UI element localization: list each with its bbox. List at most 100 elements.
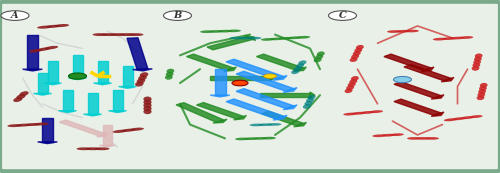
Polygon shape <box>294 67 306 71</box>
Ellipse shape <box>120 33 134 36</box>
Ellipse shape <box>350 79 358 84</box>
Polygon shape <box>98 61 108 83</box>
Ellipse shape <box>54 24 69 27</box>
Ellipse shape <box>294 66 302 71</box>
Ellipse shape <box>433 38 446 40</box>
Ellipse shape <box>346 85 354 90</box>
Polygon shape <box>58 111 76 112</box>
Polygon shape <box>207 37 253 50</box>
Polygon shape <box>27 35 38 69</box>
Polygon shape <box>60 120 106 136</box>
Ellipse shape <box>8 124 22 127</box>
Ellipse shape <box>112 130 127 133</box>
Text: B: B <box>174 11 182 20</box>
Ellipse shape <box>235 138 249 140</box>
Circle shape <box>328 11 356 20</box>
Polygon shape <box>22 69 42 71</box>
Polygon shape <box>196 103 244 119</box>
Polygon shape <box>72 55 83 78</box>
Polygon shape <box>176 103 224 122</box>
Ellipse shape <box>262 137 276 139</box>
Circle shape <box>1 11 29 20</box>
Ellipse shape <box>268 123 281 126</box>
Circle shape <box>68 73 86 79</box>
Circle shape <box>232 80 248 86</box>
Ellipse shape <box>209 30 223 33</box>
Text: A: A <box>11 11 19 20</box>
Circle shape <box>164 11 192 20</box>
Polygon shape <box>88 93 98 114</box>
Polygon shape <box>234 115 246 120</box>
Ellipse shape <box>46 25 60 28</box>
Ellipse shape <box>444 118 458 121</box>
Ellipse shape <box>238 37 252 39</box>
Ellipse shape <box>166 69 174 74</box>
Ellipse shape <box>460 36 473 39</box>
Ellipse shape <box>110 33 126 36</box>
Ellipse shape <box>230 37 243 39</box>
Ellipse shape <box>352 112 366 115</box>
Ellipse shape <box>244 137 258 140</box>
Ellipse shape <box>94 147 110 150</box>
Polygon shape <box>42 118 53 142</box>
Ellipse shape <box>303 104 311 109</box>
FancyBboxPatch shape <box>0 2 500 171</box>
Polygon shape <box>108 111 126 112</box>
Ellipse shape <box>354 48 362 53</box>
Polygon shape <box>404 65 451 81</box>
Ellipse shape <box>478 89 486 94</box>
Ellipse shape <box>144 103 152 108</box>
Polygon shape <box>283 105 297 110</box>
Ellipse shape <box>227 30 241 32</box>
Ellipse shape <box>348 82 356 87</box>
Ellipse shape <box>138 75 147 80</box>
Polygon shape <box>213 119 227 123</box>
Polygon shape <box>84 114 102 116</box>
Ellipse shape <box>130 128 144 131</box>
Ellipse shape <box>315 54 323 59</box>
Ellipse shape <box>351 76 359 81</box>
Polygon shape <box>127 38 148 69</box>
Polygon shape <box>210 95 230 97</box>
Ellipse shape <box>200 30 214 33</box>
Ellipse shape <box>128 33 144 36</box>
Ellipse shape <box>472 66 480 71</box>
Ellipse shape <box>370 110 383 113</box>
Ellipse shape <box>261 38 275 41</box>
Ellipse shape <box>296 63 304 68</box>
Ellipse shape <box>144 100 152 105</box>
Ellipse shape <box>76 147 92 150</box>
Polygon shape <box>270 75 275 81</box>
Ellipse shape <box>407 137 421 140</box>
Ellipse shape <box>405 30 419 32</box>
Polygon shape <box>236 89 294 109</box>
Ellipse shape <box>288 36 302 39</box>
Polygon shape <box>186 54 234 70</box>
Polygon shape <box>431 95 444 99</box>
Polygon shape <box>44 83 62 85</box>
Ellipse shape <box>16 94 26 99</box>
Ellipse shape <box>253 137 267 140</box>
Polygon shape <box>294 122 306 127</box>
Ellipse shape <box>473 60 481 65</box>
Polygon shape <box>38 142 58 144</box>
Ellipse shape <box>450 37 464 39</box>
Polygon shape <box>38 73 48 93</box>
Ellipse shape <box>469 115 482 118</box>
Polygon shape <box>100 145 116 147</box>
Ellipse shape <box>351 54 359 59</box>
Ellipse shape <box>396 30 410 33</box>
Ellipse shape <box>144 106 152 111</box>
Polygon shape <box>34 93 52 95</box>
Ellipse shape <box>166 72 173 77</box>
Polygon shape <box>273 75 287 80</box>
Ellipse shape <box>258 123 272 126</box>
Ellipse shape <box>461 116 474 119</box>
Ellipse shape <box>304 101 312 106</box>
Text: C: C <box>338 11 346 20</box>
Ellipse shape <box>140 72 148 77</box>
Ellipse shape <box>314 58 322 62</box>
Ellipse shape <box>165 75 172 80</box>
Ellipse shape <box>479 86 487 91</box>
Polygon shape <box>441 77 454 82</box>
